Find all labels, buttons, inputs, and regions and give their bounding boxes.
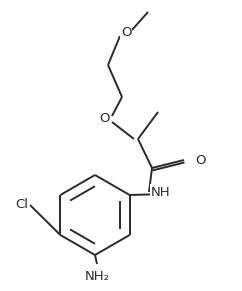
Text: O: O (196, 153, 206, 166)
Text: O: O (121, 26, 131, 40)
Text: NH₂: NH₂ (84, 271, 109, 283)
Text: NH: NH (151, 185, 171, 198)
Text: Cl: Cl (15, 198, 29, 212)
Text: O: O (99, 113, 109, 125)
